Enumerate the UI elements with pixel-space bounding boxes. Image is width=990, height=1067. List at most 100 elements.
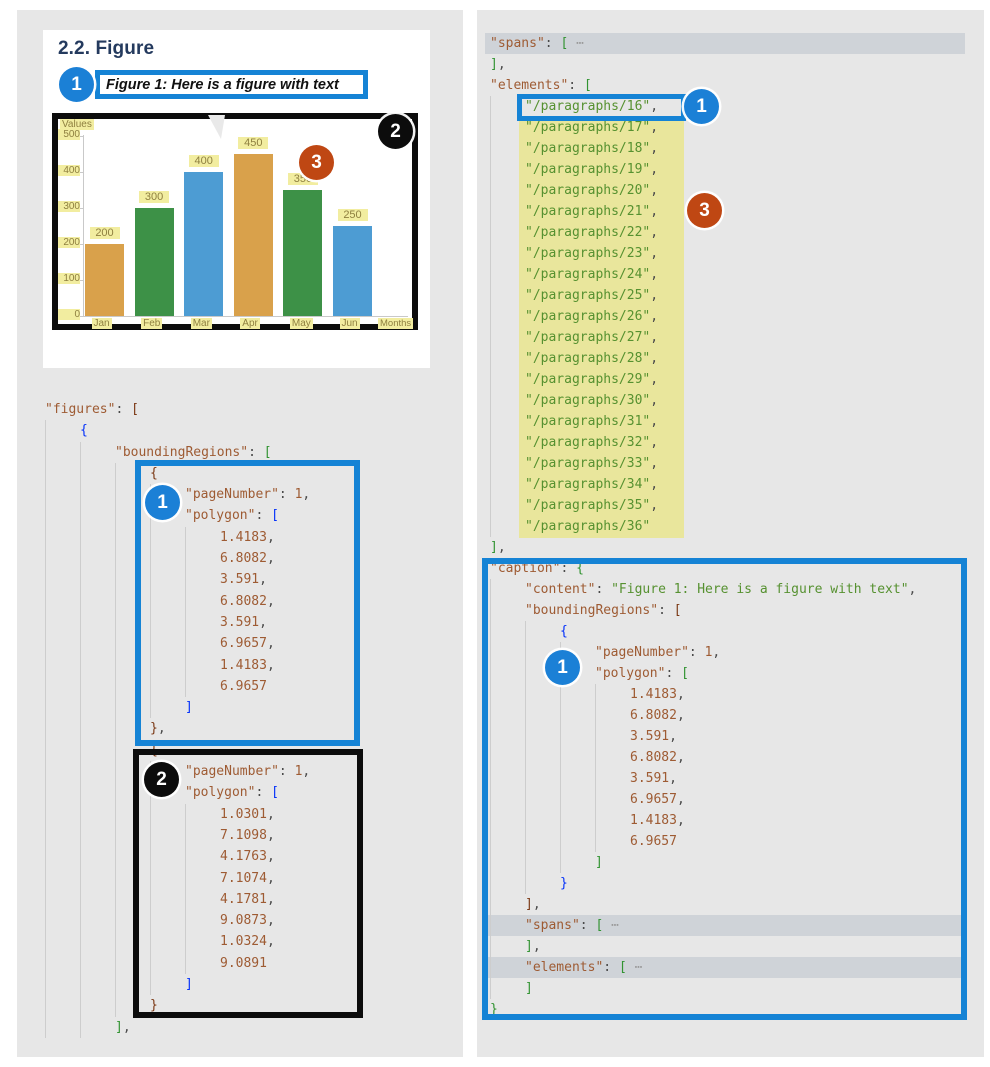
code-token: , bbox=[676, 687, 685, 702]
code-token: "spans" bbox=[525, 918, 580, 933]
indent-guide bbox=[490, 726, 525, 747]
indent-guide bbox=[45, 654, 80, 676]
code-token: : bbox=[278, 764, 295, 780]
code-line: "content": "Figure 1: Here is a figure w… bbox=[485, 579, 965, 600]
indent-guide bbox=[490, 873, 525, 894]
indent-guide bbox=[150, 846, 185, 868]
code-line: 4.1763, bbox=[40, 846, 440, 868]
indent-guide bbox=[150, 611, 185, 634]
code-token: "/paragraphs/24" bbox=[525, 267, 651, 282]
code-line: 6.8082, bbox=[40, 548, 440, 570]
code-line: 1.4183, bbox=[485, 684, 965, 705]
indent-guide bbox=[115, 569, 150, 591]
indent-guide bbox=[560, 684, 595, 705]
indent-guide bbox=[490, 663, 525, 684]
code-token: "content" bbox=[525, 582, 596, 597]
code-token: "/paragraphs/23" bbox=[525, 246, 651, 261]
code-token: [ bbox=[271, 785, 279, 801]
code-token: , bbox=[650, 372, 659, 387]
y-axis-title: Values bbox=[60, 119, 94, 130]
indent-guide bbox=[45, 697, 80, 719]
indent-guide bbox=[45, 952, 80, 975]
code-line: 1.4183, bbox=[40, 654, 440, 676]
code-token: 7.1098 bbox=[220, 827, 267, 843]
bar-value-label: 450 bbox=[238, 137, 269, 149]
code-token: [ bbox=[560, 36, 569, 51]
code-token: , bbox=[676, 750, 685, 765]
code-token: : bbox=[115, 402, 132, 417]
indent-guide bbox=[45, 484, 80, 506]
caption-region-annotation-box bbox=[135, 460, 360, 746]
indent-guide bbox=[490, 243, 525, 264]
code-token: "/paragraphs/18" bbox=[525, 141, 651, 156]
code-token: 1.4183 bbox=[630, 813, 677, 828]
indent-guide bbox=[560, 852, 595, 873]
indent-guide bbox=[115, 782, 150, 804]
code-token: , bbox=[650, 162, 659, 177]
indent-guide bbox=[490, 285, 525, 306]
code-token: , bbox=[497, 540, 506, 555]
y-axis-tickmark bbox=[79, 172, 83, 173]
code-line: { bbox=[485, 621, 965, 642]
code-token: , bbox=[650, 477, 659, 492]
code-token: 1.4183 bbox=[220, 657, 267, 673]
code-token: , bbox=[669, 729, 677, 744]
indent-guide bbox=[45, 1016, 80, 1038]
code-line: "/paragraphs/34", bbox=[485, 474, 965, 495]
code-token: , bbox=[497, 57, 506, 72]
indent-guide bbox=[560, 726, 595, 747]
indent-guide bbox=[115, 590, 150, 612]
indent-guide bbox=[45, 441, 80, 463]
code-token: 1 bbox=[294, 487, 303, 503]
y-axis-tick-label: 500 bbox=[58, 129, 80, 140]
code-token: , bbox=[650, 141, 659, 156]
code-token: , bbox=[650, 183, 659, 198]
indent-guide bbox=[115, 910, 150, 932]
indent-guide bbox=[150, 910, 185, 932]
code-token: 9.0891 bbox=[220, 955, 267, 971]
indent-guide bbox=[150, 697, 185, 719]
code-token: 9.0873 bbox=[220, 913, 267, 929]
indent-guide bbox=[490, 915, 525, 936]
code-token: 3.591 bbox=[630, 771, 670, 786]
code-token: 1.4183 bbox=[220, 529, 267, 545]
code-line: "figures": [ bbox=[40, 399, 440, 420]
code-token: [ bbox=[263, 444, 272, 460]
code-token: ] bbox=[185, 977, 193, 993]
code-token: } bbox=[490, 1002, 498, 1017]
indent-guide bbox=[45, 548, 80, 570]
code-token: ⋯ bbox=[568, 36, 584, 51]
indent-guide bbox=[45, 824, 80, 847]
code-line: "/paragraphs/17", bbox=[485, 117, 965, 138]
indent-guide bbox=[525, 810, 560, 831]
y-axis-tickmark bbox=[79, 244, 83, 245]
indent-guide bbox=[150, 675, 185, 698]
indent-guide bbox=[490, 747, 525, 768]
code-token: "/paragraphs/31" bbox=[525, 414, 651, 429]
y-axis-tick-label: 400 bbox=[58, 165, 80, 176]
bar-value-label: 250 bbox=[337, 209, 368, 221]
code-token: , bbox=[650, 246, 659, 261]
paragraphs-highlight bbox=[519, 117, 684, 538]
code-token: ] bbox=[525, 897, 533, 912]
callout-1-badge-left-json: 1 bbox=[145, 485, 180, 520]
code-line: "caption": { bbox=[485, 558, 965, 579]
indent-guide bbox=[185, 952, 220, 975]
indent-guide bbox=[595, 768, 630, 789]
x-axis-line bbox=[83, 316, 408, 317]
code-token: 1.0301 bbox=[220, 806, 267, 822]
code-line: 4.1781, bbox=[40, 888, 440, 911]
code-line: "/paragraphs/25", bbox=[485, 285, 965, 306]
indent-guide bbox=[80, 526, 115, 549]
code-line: ], bbox=[40, 1016, 440, 1038]
indent-guide bbox=[115, 548, 150, 570]
code-token: , bbox=[650, 456, 659, 471]
indent-guide bbox=[115, 952, 150, 975]
indent-guide bbox=[150, 654, 185, 676]
indent-guide bbox=[115, 462, 150, 485]
code-token: ] bbox=[525, 981, 533, 996]
code-line: "/paragraphs/16", bbox=[485, 96, 965, 117]
indent-guide bbox=[560, 768, 595, 789]
figures-json-code: "figures": [{"boundingRegions": [{"pageN… bbox=[40, 399, 440, 1038]
code-token: "spans" bbox=[490, 36, 545, 51]
